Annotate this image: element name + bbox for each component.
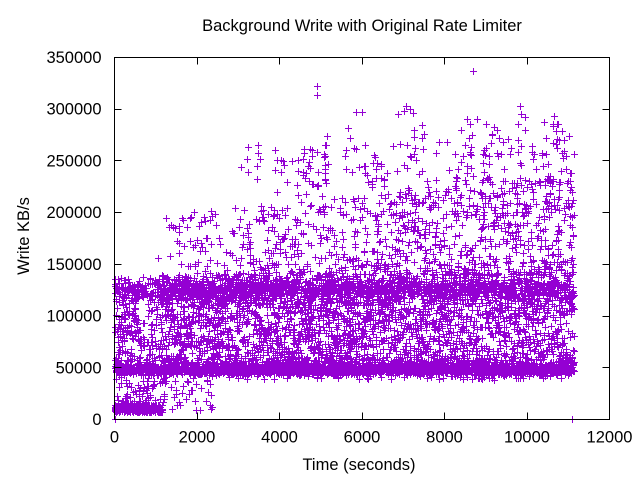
svg-text:0: 0 (92, 411, 101, 429)
svg-text:350000: 350000 (46, 49, 101, 67)
svg-text:150000: 150000 (46, 256, 101, 274)
svg-text:50000: 50000 (56, 359, 102, 377)
svg-text:Write KB/s: Write KB/s (15, 197, 33, 275)
svg-text:Time (seconds): Time (seconds) (302, 456, 415, 474)
svg-text:100000: 100000 (46, 308, 101, 326)
svg-text:250000: 250000 (46, 152, 101, 170)
svg-text:8000: 8000 (426, 429, 463, 447)
svg-text:10000: 10000 (504, 429, 550, 447)
svg-text:200000: 200000 (46, 204, 101, 222)
svg-text:4000: 4000 (261, 429, 298, 447)
svg-text:6000: 6000 (344, 429, 381, 447)
svg-text:2000: 2000 (179, 429, 216, 447)
svg-text:12000: 12000 (587, 429, 633, 447)
svg-text:0: 0 (110, 429, 119, 447)
svg-text:300000: 300000 (46, 101, 101, 119)
svg-text:Background Write with Original: Background Write with Original Rate Limi… (202, 17, 522, 35)
